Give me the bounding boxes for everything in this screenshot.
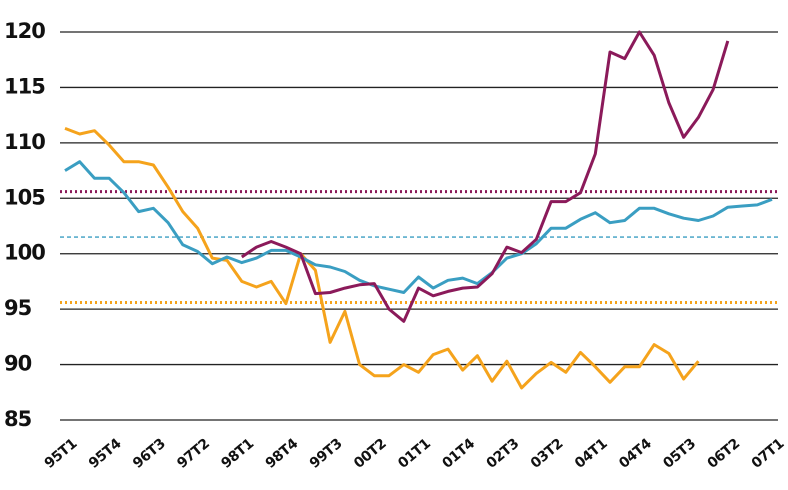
y-tick-label: 90 (4, 352, 32, 376)
y-tick-label: 100 (4, 241, 45, 265)
x-tick-label: 01T4 (439, 435, 478, 471)
x-tick-label: 07T1 (749, 436, 787, 472)
x-tick-label: 03T2 (528, 436, 566, 472)
x-tick-label: 98T1 (218, 436, 256, 472)
x-tick-label: 02T3 (484, 436, 522, 472)
series-line (64, 126, 700, 390)
y-tick-label: 105 (4, 185, 45, 209)
x-tick-label: 95T1 (42, 436, 80, 472)
x-tick-label: 04T1 (572, 436, 610, 472)
series-line (240, 30, 730, 323)
y-tick-label: 85 (4, 407, 32, 431)
series-line (64, 160, 773, 294)
x-tick-label: 98T4 (263, 435, 302, 471)
x-tick-label: 06T2 (704, 436, 742, 472)
y-tick-label: 120 (4, 19, 45, 43)
y-tick-label: 110 (4, 130, 45, 154)
x-tick-label: 00T2 (351, 436, 389, 472)
x-tick-label: 99T3 (307, 436, 345, 472)
x-tick-label: 04T4 (616, 435, 655, 471)
y-tick-label: 115 (4, 74, 45, 98)
x-tick-label: 95T4 (86, 435, 125, 471)
x-tick-label: 05T3 (660, 436, 698, 472)
y-tick-label: 95 (4, 296, 32, 320)
x-tick-label: 01T1 (395, 436, 433, 472)
x-tick-label: 96T3 (130, 436, 168, 472)
x-tick-label: 97T2 (174, 436, 212, 472)
